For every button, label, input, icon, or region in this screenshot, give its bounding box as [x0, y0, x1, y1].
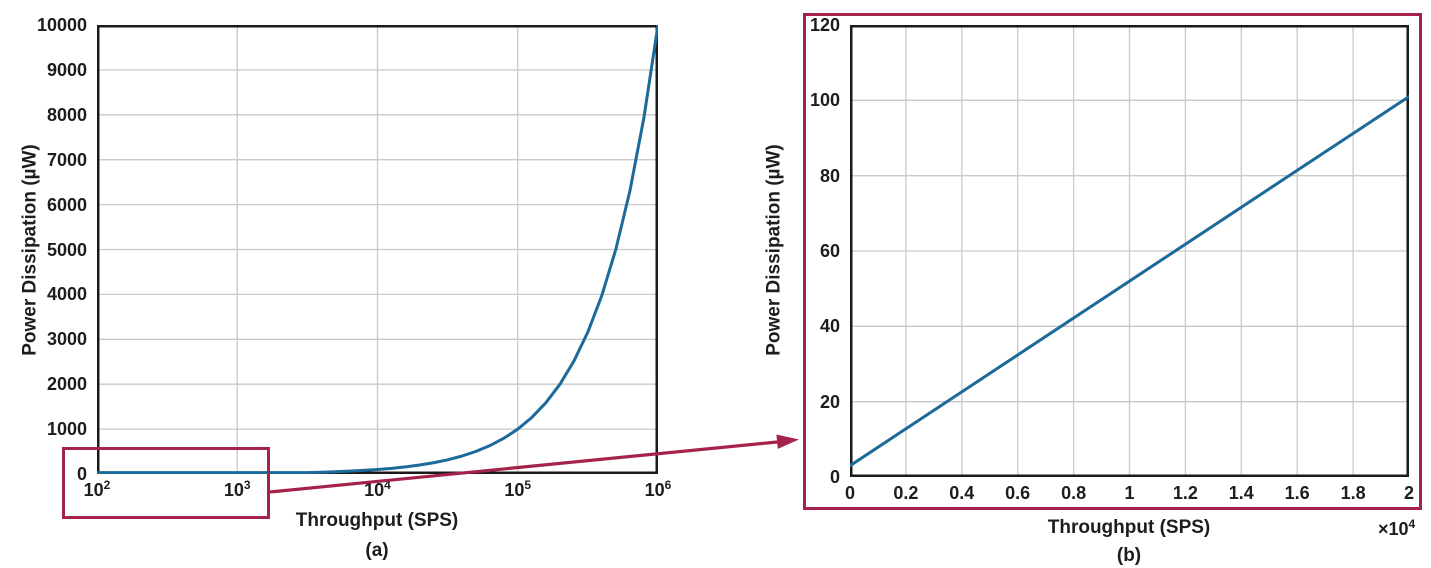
chart-a-y-tick-label: 6000: [46, 194, 87, 215]
chart-a-y-tick-label: 8000: [46, 104, 87, 125]
chart-b-y-tick-label: 40: [819, 316, 840, 337]
chart-a-y-tick-label: 1000: [46, 419, 87, 440]
chart-b-x-tick-label: 0.4: [949, 483, 975, 503]
chart-b-y-tick-label: 60: [819, 241, 840, 261]
chart-b-x-tick-label: 0.2: [893, 483, 919, 503]
chart-b-x-tick-label: 0: [844, 483, 856, 503]
chart-a-x-tick-label: 102: [83, 478, 111, 500]
chart-b-caption: (b): [1116, 545, 1142, 566]
chart-a-x-axis-label: Throughput (SPS): [295, 510, 459, 531]
chart-b-x-tick-label: 0.6: [1005, 483, 1031, 503]
chart-b-plot-area: [850, 25, 1409, 477]
chart-b-x-tick-label: 1.6: [1284, 483, 1310, 503]
chart-a-y-tick-label: 2000: [46, 374, 87, 395]
zoom-view-red-frame: [803, 13, 1422, 510]
chart-b-y-tick-label: 100: [809, 90, 840, 111]
chart-b-x-tick-label: 1.4: [1228, 483, 1254, 503]
chart-a-x-tick-label: 103: [223, 478, 251, 500]
chart-a-y-tick-label: 3000: [46, 329, 87, 350]
chart-a-x-tick-label: 106: [644, 478, 672, 500]
chart-a-caption: (a): [365, 540, 389, 561]
chart-b-x-tick-label: 1.8: [1340, 483, 1366, 503]
chart-a-y-tick-label: 9000: [46, 59, 87, 80]
chart-a-x-tick-label: 105: [504, 478, 532, 500]
chart-a-plot-area: [97, 25, 658, 474]
chart-b-y-axis-label: Power Dissipation (µW): [763, 144, 785, 356]
chart-b-x-axis-label: Throughput (SPS): [1047, 517, 1211, 538]
plot-frame: [850, 25, 1409, 477]
data-line-power-dissipation-vs-throughput-zoom: [850, 95, 1409, 468]
chart-a-y-tick-label: 5000: [46, 239, 87, 260]
chart-a-y-tick-label: 0: [76, 464, 87, 484]
chart-a-y-axis-label: Power Dissipation (µW): [19, 144, 41, 356]
chart-b-x-tick-label: 1.2: [1172, 483, 1198, 503]
chart-b-x-tick-label: 0.8: [1061, 483, 1087, 503]
chart-a-x-tick-label: 104: [364, 478, 391, 500]
chart-b-y-tick-label: 20: [819, 391, 840, 412]
chart-b-y-tick-label: 0: [829, 467, 840, 487]
chart-b-y-tick-label: 120: [809, 15, 840, 35]
chart-a-y-tick-label: 10000: [36, 15, 87, 35]
chart-b-x-tick-label: 1: [1124, 483, 1135, 503]
chart-a-y-tick-label: 4000: [46, 284, 87, 305]
chart-a-y-tick-label: 7000: [46, 149, 87, 170]
zoom-region-rectangle: [62, 447, 270, 519]
chart-b-x-axis-multiplier: ×104: [1378, 517, 1416, 539]
chart-b-x-tick-label: 2: [1403, 483, 1415, 503]
chart-b-y-tick-label: 80: [819, 165, 840, 186]
